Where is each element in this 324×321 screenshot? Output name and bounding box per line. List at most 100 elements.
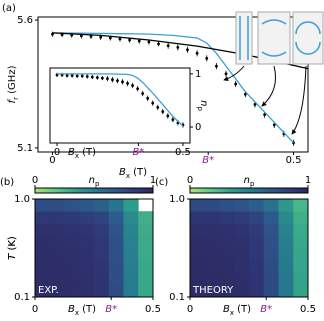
colorbar-segment: [91, 188, 95, 193]
point: [70, 74, 74, 77]
colorbar-segment: [269, 188, 274, 193]
colorbar-segment: [207, 188, 212, 193]
colorbar-label: np: [244, 175, 255, 188]
colorbar-segment: [234, 188, 238, 193]
heatmap-cell: [278, 260, 294, 273]
colorbar-segment: [94, 188, 98, 193]
heatmap-cell: [204, 223, 220, 237]
y-tick-label: 5.1: [17, 143, 33, 154]
x-tick-label: 0.5: [286, 155, 302, 166]
x-axis-label-part: B: [223, 304, 230, 315]
colorbar-segment: [249, 188, 253, 193]
schematic-box: [235, 11, 253, 65]
heatmap-cell: [138, 260, 154, 273]
heatmap-cell: [94, 211, 110, 224]
heatmap-cell: [219, 260, 235, 273]
colorbar-segment: [40, 188, 45, 193]
heatmap-cell: [123, 223, 139, 237]
heatmap-cell: [64, 223, 80, 237]
schematics: [223, 11, 324, 135]
colorbar-segment: [88, 188, 92, 193]
point: [171, 118, 175, 121]
heatmap-cell: [138, 211, 154, 224]
colorbar-segment: [132, 188, 136, 193]
heatmap-cell: [35, 199, 51, 212]
point: [146, 96, 150, 100]
x-tick-label: 0.5: [145, 304, 161, 315]
y-axis-label: T (K): [7, 236, 18, 260]
heatmap-cell: [234, 260, 250, 273]
heatmap-cell: [123, 235, 139, 249]
point: [157, 42, 160, 46]
heatmap-cell: [35, 248, 51, 261]
heatmap-cell: [219, 284, 235, 298]
colorbar-label-part: p: [95, 180, 100, 188]
colorbar-segment: [216, 188, 220, 193]
colorbar-frame: [189, 187, 309, 194]
heatmap-cell: [190, 248, 206, 261]
point: [116, 79, 119, 83]
heatmap-cell: [94, 284, 110, 298]
colorbar-segment: [272, 188, 277, 193]
colorbar-segment: [228, 188, 232, 193]
annotation: EXP.: [38, 285, 59, 296]
x-axis-label: Bx (T): [68, 304, 96, 317]
colorbar-segment: [219, 188, 223, 193]
point: [141, 92, 145, 95]
colorbar-segment: [299, 188, 303, 193]
point: [126, 82, 129, 85]
heatmap-cell: [190, 199, 206, 212]
colorbar-tick-label: 1: [150, 175, 156, 186]
heatmap-cell: [49, 211, 65, 224]
panel-label: (c): [155, 177, 168, 188]
heatmap-cell: [293, 284, 309, 298]
heatmap-cell: [108, 199, 124, 212]
point: [85, 75, 89, 78]
line: [57, 73, 184, 127]
heatmap-cell: [190, 284, 206, 298]
heatmap-cell: [263, 235, 279, 249]
point: [253, 103, 257, 106]
heatmap-cell: [64, 260, 80, 273]
heatmap-cell: [204, 235, 220, 249]
point: [161, 110, 165, 114]
x-axis-label-part: (T): [130, 167, 147, 178]
y-axis-label-part: n: [198, 100, 209, 106]
heatmap-cell: [35, 235, 51, 249]
y-tick-label: 1: [195, 69, 201, 80]
colorbar-segment: [275, 188, 279, 193]
arrow: [223, 65, 245, 82]
colorbar-segment: [251, 188, 256, 193]
heatmap-cell: [190, 235, 206, 249]
colorbar-segment: [70, 188, 74, 193]
colorbar-segment: [257, 188, 262, 193]
y-axis-label-part: T: [7, 253, 18, 260]
x-axis-label-part: x: [75, 309, 79, 317]
point: [151, 101, 155, 105]
point: [195, 51, 199, 55]
x-axis-label: Bx (T): [68, 147, 96, 160]
point: [205, 57, 209, 60]
heatmap-cell: [108, 260, 124, 273]
point: [90, 75, 94, 79]
point: [100, 76, 104, 80]
y-axis-label: T (K): [7, 236, 18, 260]
colorbar-segment: [129, 188, 133, 193]
heatmap-cell: [49, 284, 65, 298]
colorbar-segment: [141, 188, 145, 193]
heatmap-cell: [293, 211, 309, 224]
heatmap-cell: [94, 272, 110, 286]
heatmap-cell: [234, 211, 250, 224]
colorbar-segment: [240, 188, 244, 193]
y-axis-label-part: p: [196, 106, 204, 111]
y-axis-label-part: (K): [7, 236, 18, 254]
colorbar-segment: [192, 188, 197, 193]
heatmap-cell: [263, 199, 279, 212]
colorbar-segment: [102, 188, 107, 193]
x-tick-label: 0: [187, 304, 193, 315]
heatmap-cell: [293, 272, 309, 286]
y-tick-label: 0.1: [169, 292, 185, 303]
heatmap-cell: [249, 260, 265, 273]
colorbar-segment: [67, 188, 71, 193]
colorbar-segment: [284, 188, 288, 193]
